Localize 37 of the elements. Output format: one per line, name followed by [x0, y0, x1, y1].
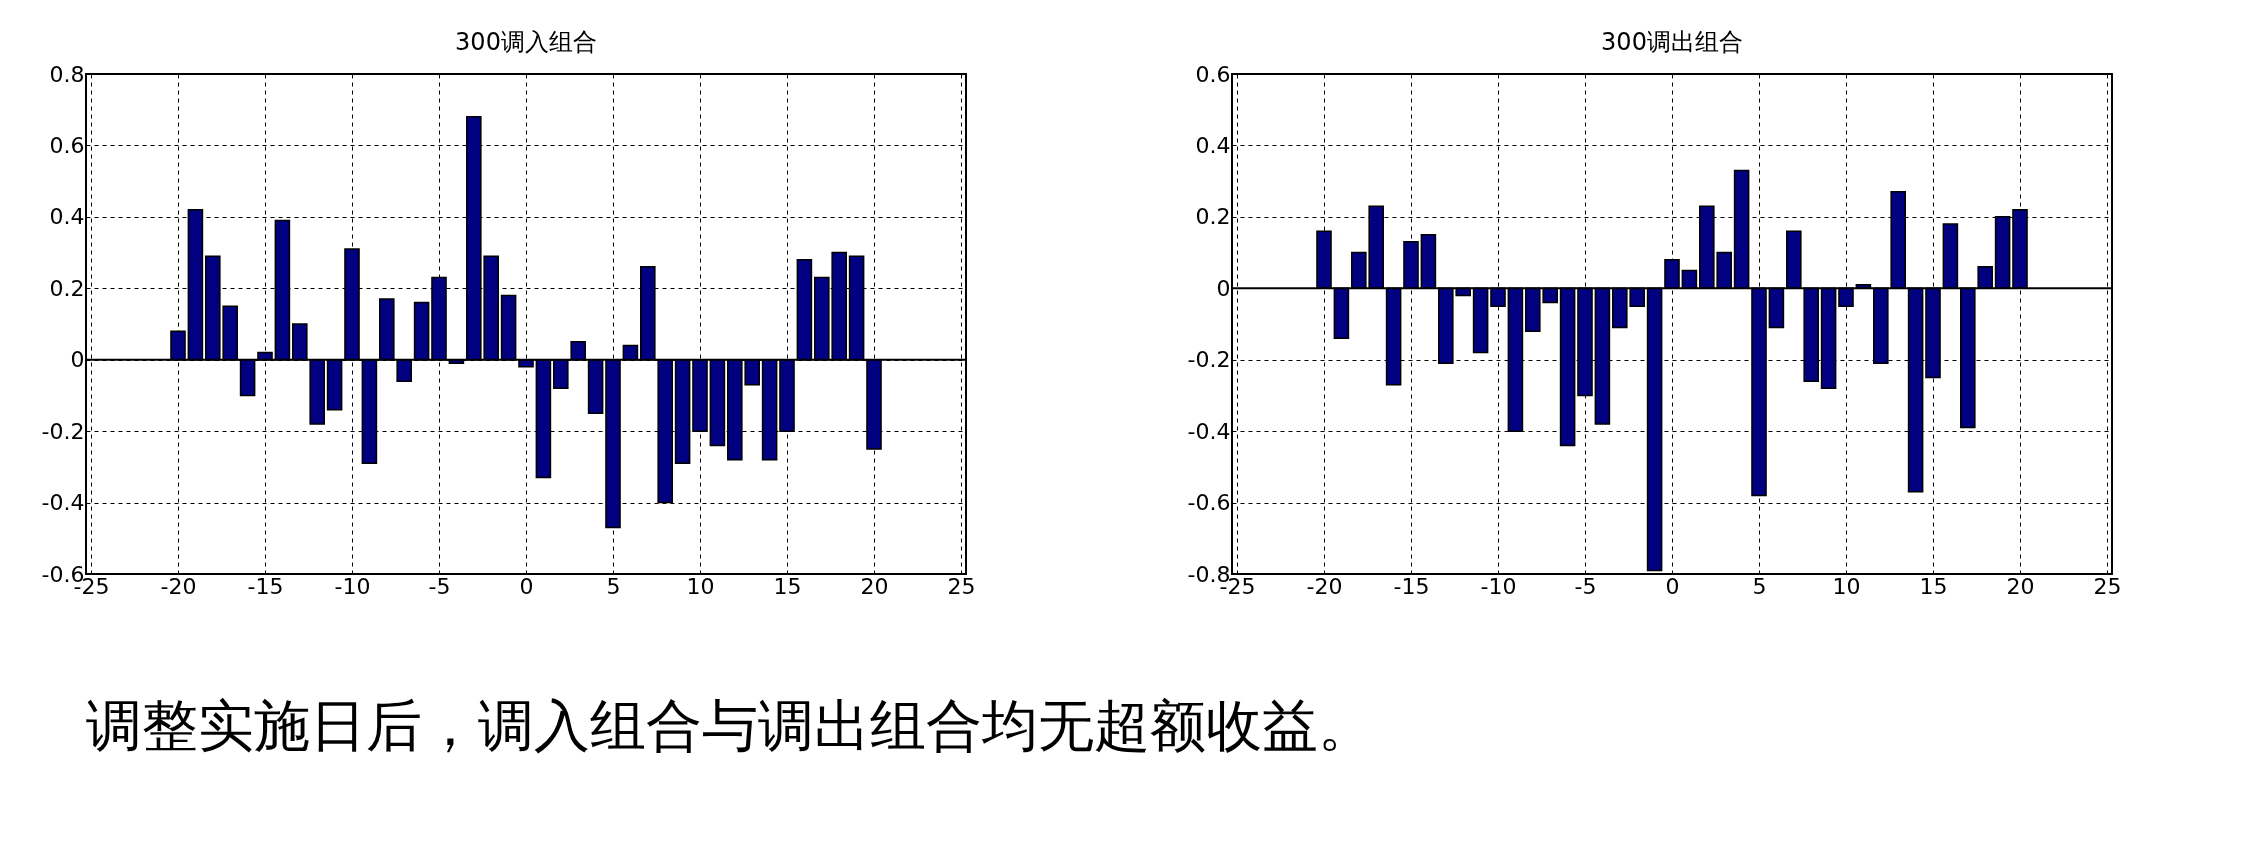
y-tick-label: -0.2: [1187, 347, 1231, 373]
y-tick-label: 0.6: [1195, 61, 1231, 87]
x-tick-label: 15: [1919, 573, 1948, 599]
x-tick-label: -5: [1574, 573, 1597, 599]
x-tick-label: 20: [2006, 573, 2035, 599]
x-tick-label: -15: [247, 573, 284, 599]
x-tick-label: 0: [519, 573, 534, 599]
y-tick-label: -0.2: [41, 418, 85, 444]
x-tick-label: -15: [1393, 573, 1430, 599]
y-tick-label: 0.4: [1195, 132, 1231, 158]
y-tick-label: 0.4: [49, 204, 85, 230]
y-tick-label: 0: [1216, 275, 1231, 301]
x-tick-label: 10: [686, 573, 715, 599]
x-tick-label: 15: [773, 573, 802, 599]
x-tick-label: -20: [160, 573, 197, 599]
y-tick-label: 0.2: [49, 275, 85, 301]
y-tick-label: 0: [70, 347, 85, 373]
y-tick-label: 0.8: [49, 61, 85, 87]
chart-title: 300调入组合: [455, 28, 597, 56]
x-tick-label: -10: [1480, 573, 1517, 599]
y-tick-label: -0.4: [41, 490, 85, 516]
text: 调整实施日后，调入组合与调出组合均无超额收益。: [86, 693, 1374, 758]
x-tick-label: 5: [1752, 573, 1767, 599]
x-tick-label: 20: [860, 573, 889, 599]
y-tick-label: -0.6: [1187, 490, 1231, 516]
x-tick-label: 0: [1665, 573, 1680, 599]
chart-title: 300调出组合: [1601, 28, 1743, 56]
x-tick-label: 25: [2093, 573, 2122, 599]
y-tick-label: 0.2: [1195, 204, 1231, 230]
y-tick-label: -0.4: [1187, 418, 1231, 444]
x-tick-label: 10: [1832, 573, 1861, 599]
y-tick-label: 0.6: [49, 132, 85, 158]
x-tick-label: 25: [947, 573, 976, 599]
x-tick-label: 5: [606, 573, 621, 599]
x-tick-label: -10: [334, 573, 371, 599]
x-tick-label: -20: [1306, 573, 1343, 599]
x-tick-label: -5: [428, 573, 451, 599]
